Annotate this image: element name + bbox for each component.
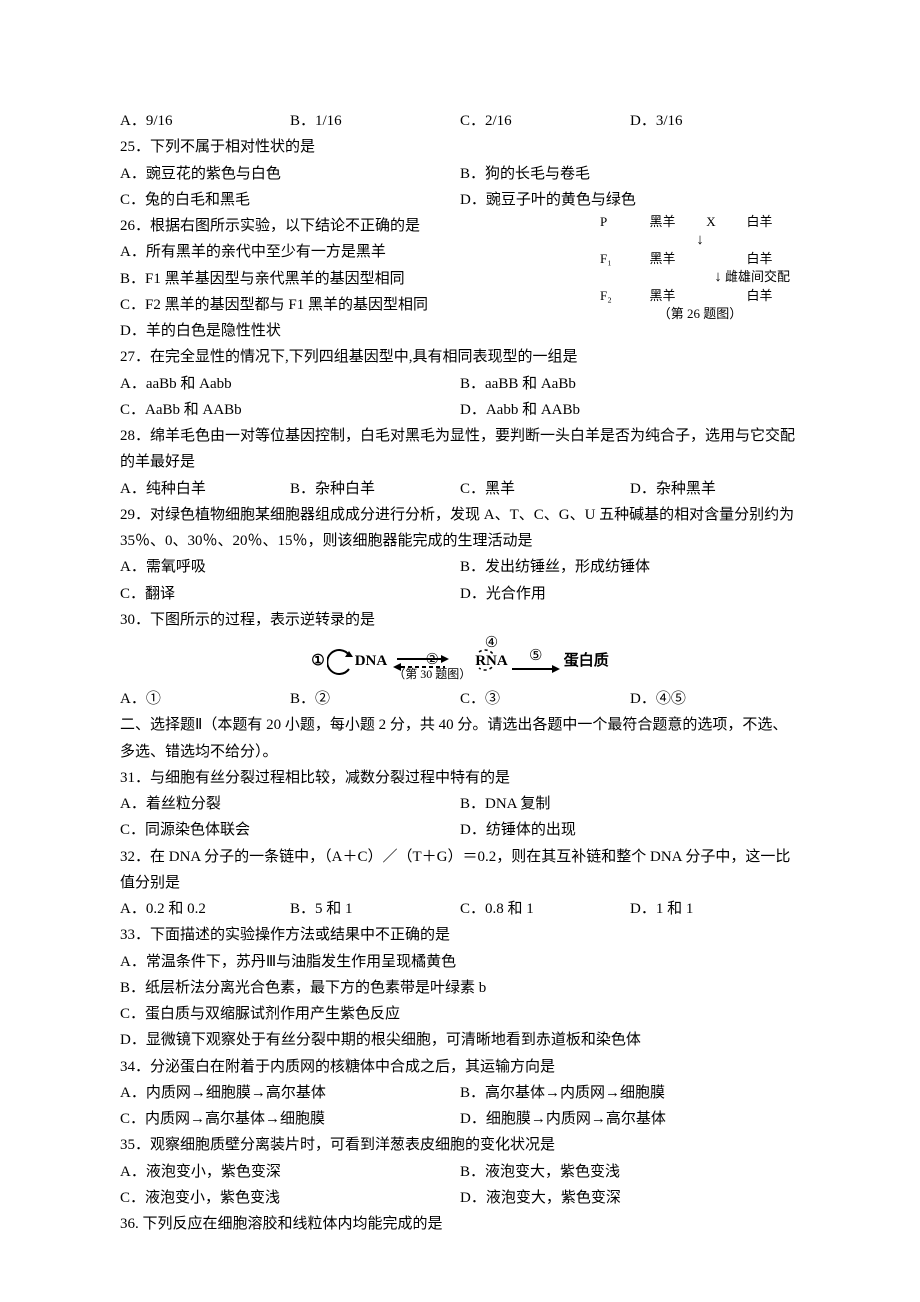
q30-options: A．① B．② C．③ D．④⑤ xyxy=(120,686,800,712)
q32-opt-b: B．5 和 1 xyxy=(290,896,460,922)
q35-row2: C．液泡变小，紫色变浅 D．液泡变大，紫色变深 xyxy=(120,1185,800,1211)
q27-row1: A．aaBb 和 Aabb B．aaBB 和 AaBb xyxy=(120,371,800,397)
q24-opt-c: C．2/16 xyxy=(460,108,630,134)
q35-opt-a: A．液泡变小，紫色变深 xyxy=(120,1159,460,1185)
arrow-right-icon xyxy=(512,664,560,674)
q32-opt-a: A．0.2 和 0.2 xyxy=(120,896,290,922)
q25-opt-a: A．豌豆花的紫色与白色 xyxy=(120,161,460,187)
q28-stem: 28．绵羊毛色由一对等位基因控制，白毛对黑毛为显性，要判断一头白羊是否为纯合子，… xyxy=(120,423,800,476)
diagram-f2-label: F₂ xyxy=(600,287,622,305)
diagram-cross: X xyxy=(703,213,719,231)
q33-opt-c: C．蛋白质与双缩脲试剂作用产生紫色反应 xyxy=(120,1001,800,1027)
q30-opt-b: B．② xyxy=(290,686,460,712)
q34-opt-c: C．内质网→高尔基体→细胞膜 xyxy=(120,1106,460,1132)
q31-opt-a: A．着丝粒分裂 xyxy=(120,791,460,817)
q27-opt-b: B．aaBB 和 AaBb xyxy=(460,371,800,397)
section2-heading: 二、选择题Ⅱ（本题有 20 小题，每小题 2 分，共 40 分。请选出各题中一个… xyxy=(120,712,800,765)
q29-opt-a: A．需氧呼吸 xyxy=(120,554,460,580)
q24-options: A．9/16 B．1/16 C．2/16 D．3/16 xyxy=(120,108,800,134)
q27-stem: 27．在完全显性的情况下,下列四组基因型中,具有相同表现型的一组是 xyxy=(120,344,800,370)
q30-opt-a: A．① xyxy=(120,686,290,712)
q28-options: A．纯种白羊 B．杂种白羊 C．黑羊 D．杂种黑羊 xyxy=(120,476,800,502)
q32-stem: 32．在 DNA 分子的一条链中，（A＋C）／（T＋G）＝0.2，则在其互补链和… xyxy=(120,844,800,897)
q35-stem: 35．观察细胞质壁分离装片时，可看到洋葱表皮细胞的变化状况是 xyxy=(120,1132,800,1158)
diagram-p-label: P xyxy=(600,213,622,231)
q26-diagram: P 黑羊 X 白羊 ↓ F₁ 黑羊 白羊 ↓ 雌雄间交配 F₂ 黑羊 白羊 （第… xyxy=(600,213,800,323)
q31-row1: A．着丝粒分裂 B．DNA 复制 xyxy=(120,791,800,817)
dashed-loop-icon xyxy=(471,640,493,680)
diagram-f1-label: F₁ xyxy=(600,250,622,268)
q31-stem: 31．与细胞有丝分裂过程相比较，减数分裂过程中特有的是 xyxy=(120,765,800,791)
q28-opt-a: A．纯种白羊 xyxy=(120,476,290,502)
q34-opt-b: B．高尔基体→内质网→细胞膜 xyxy=(460,1080,800,1106)
q24-opt-b: B．1/16 xyxy=(290,108,460,134)
q28-opt-b: B．杂种白羊 xyxy=(290,476,460,502)
diagram-f2-white: 白羊 xyxy=(719,287,800,305)
q35-opt-d: D．液泡变大，紫色变深 xyxy=(460,1185,800,1211)
q25-row1: A．豌豆花的紫色与白色 B．狗的长毛与卷毛 xyxy=(120,161,800,187)
diagram-f1-black: 黑羊 xyxy=(622,250,703,268)
loop-arrow-icon xyxy=(327,645,353,679)
q35-opt-c: C．液泡变小，紫色变浅 xyxy=(120,1185,460,1211)
diagram-mate: 雌雄间交配 xyxy=(725,269,790,284)
diagram-p-black: 黑羊 xyxy=(622,213,703,231)
arrow-down-icon: ↓ xyxy=(600,233,800,248)
q29-opt-b: B．发出纺锤丝，形成纺锤体 xyxy=(460,554,800,580)
q25-opt-b: B．狗的长毛与卷毛 xyxy=(460,161,800,187)
q36-stem: 36. 下列反应在细胞溶胶和线粒体内均能完成的是 xyxy=(120,1211,800,1237)
q24-opt-a: A．9/16 xyxy=(120,108,290,134)
q32-opt-d: D．1 和 1 xyxy=(630,896,800,922)
q25-stem: 25．下列不属于相对性状的是 xyxy=(120,134,800,160)
q27-opt-a: A．aaBb 和 Aabb xyxy=(120,371,460,397)
q27-opt-d: D．Aabb 和 AABb xyxy=(460,397,800,423)
q34-opt-d: D．细胞膜→内质网→高尔基体 xyxy=(460,1106,800,1132)
q25-opt-d: D．豌豆子叶的黄色与绿色 xyxy=(460,187,800,213)
q35-opt-b: B．液泡变大，紫色变浅 xyxy=(460,1159,800,1185)
q28-opt-c: C．黑羊 xyxy=(460,476,630,502)
q30-opt-d: D．④⑤ xyxy=(630,686,800,712)
q32-opt-c: C．0.8 和 1 xyxy=(460,896,630,922)
diagram-p-white: 白羊 xyxy=(719,213,800,231)
q34-row1: A．内质网→细胞膜→高尔基体 B．高尔基体→内质网→细胞膜 xyxy=(120,1080,800,1106)
q33-stem: 33．下面描述的实验操作方法或结果中不正确的是 xyxy=(120,922,800,948)
arrow-down-icon: ↓ xyxy=(714,269,722,285)
q34-stem: 34．分泌蛋白在附着于内质网的核糖体中合成之后，其运输方向是 xyxy=(120,1054,800,1080)
q30-diagram: ① DNA ② （第 30 题图） ④ RNA ⑤ 蛋白质 xyxy=(120,639,800,684)
q24-opt-d: D．3/16 xyxy=(630,108,800,134)
q30-dna: DNA xyxy=(355,648,388,674)
q29-row1: A．需氧呼吸 B．发出纺锤丝，形成纺锤体 xyxy=(120,554,800,580)
q31-opt-c: C．同源染色体联会 xyxy=(120,817,460,843)
q33-opt-b: B．纸层析法分离光合色素，最下方的色素带是叶绿素 b xyxy=(120,975,800,1001)
q30-caption: （第 30 题图） xyxy=(393,668,471,680)
q31-opt-d: D．纺锤体的出现 xyxy=(460,817,800,843)
q29-opt-d: D．光合作用 xyxy=(460,581,800,607)
q30-protein: 蛋白质 xyxy=(564,648,609,674)
q33-opt-d: D．显微镜下观察处于有丝分裂中期的根尖细胞，可清晰地看到赤道板和染色体 xyxy=(120,1027,800,1053)
q29-opt-c: C．翻译 xyxy=(120,581,460,607)
q31-row2: C．同源染色体联会 D．纺锤体的出现 xyxy=(120,817,800,843)
q32-options: A．0.2 和 0.2 B．5 和 1 C．0.8 和 1 D．1 和 1 xyxy=(120,896,800,922)
q27-opt-c: C．AaBb 和 AABb xyxy=(120,397,460,423)
q29-stem: 29．对绿色植物细胞某细胞器组成成分进行分析，发现 A、T、C、G、U 五种碱基… xyxy=(120,502,800,555)
q31-opt-b: B．DNA 复制 xyxy=(460,791,800,817)
q30-stem: 30．下图所示的过程，表示逆转录的是 xyxy=(120,607,800,633)
q25-opt-c: C．兔的白毛和黑毛 xyxy=(120,187,460,213)
q30-opt-c: C．③ xyxy=(460,686,630,712)
q35-row1: A．液泡变小，紫色变深 B．液泡变大，紫色变浅 xyxy=(120,1159,800,1185)
q29-row2: C．翻译 D．光合作用 xyxy=(120,581,800,607)
q34-opt-a: A．内质网→细胞膜→高尔基体 xyxy=(120,1080,460,1106)
diagram-f1-white: 白羊 xyxy=(719,250,800,268)
diagram-f2-black: 黑羊 xyxy=(622,287,703,305)
q27-row2: C．AaBb 和 AABb D．Aabb 和 AABb xyxy=(120,397,800,423)
diagram-caption: （第 26 题图） xyxy=(600,305,800,323)
q33-opt-a: A．常温条件下，苏丹Ⅲ与油脂发生作用呈现橘黄色 xyxy=(120,949,800,975)
q28-opt-d: D．杂种黑羊 xyxy=(630,476,800,502)
q34-row2: C．内质网→高尔基体→细胞膜 D．细胞膜→内质网→高尔基体 xyxy=(120,1106,800,1132)
q25-row2: C．兔的白毛和黑毛 D．豌豆子叶的黄色与绿色 xyxy=(120,187,800,213)
